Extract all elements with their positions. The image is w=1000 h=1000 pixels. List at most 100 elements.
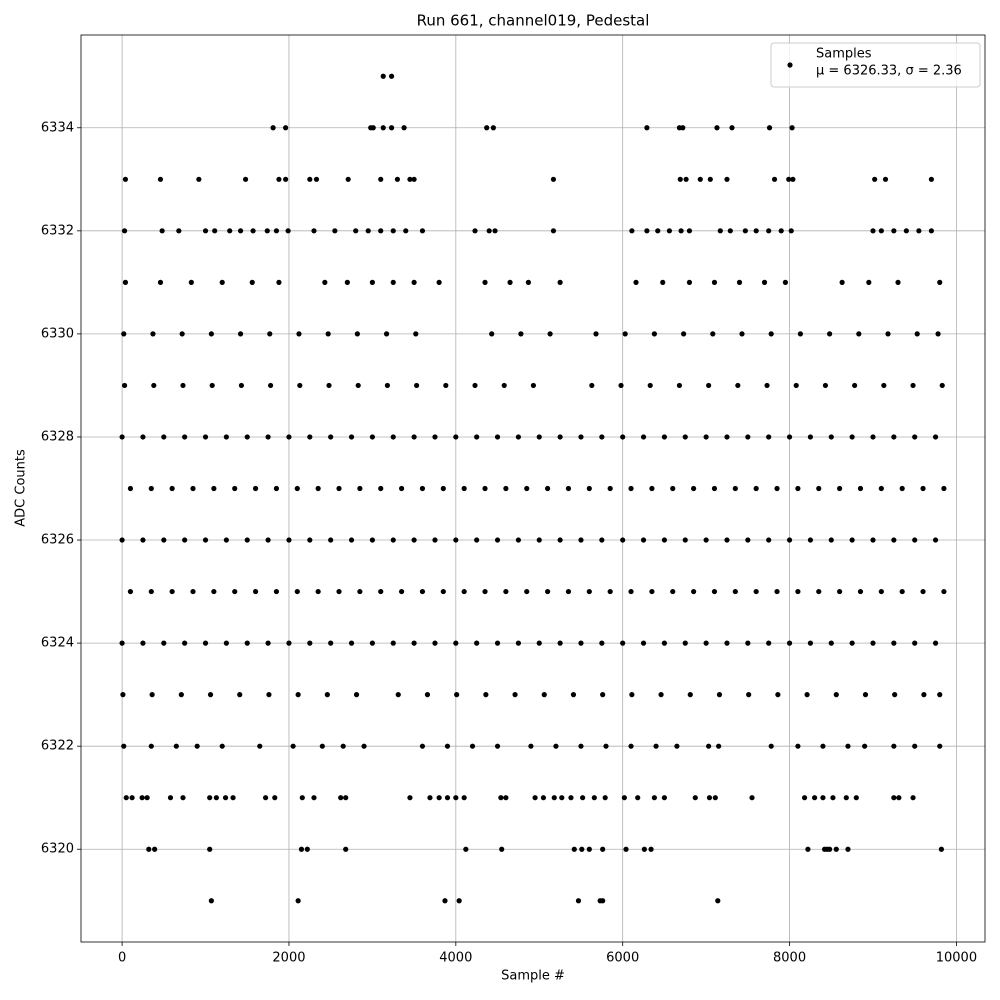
point (515, 434, 521, 440)
point (828, 537, 834, 543)
point (703, 434, 709, 440)
point (916, 228, 922, 234)
point (928, 176, 934, 182)
point (194, 743, 200, 749)
point (276, 176, 282, 182)
point (295, 692, 301, 698)
point (717, 228, 723, 234)
point (357, 485, 363, 492)
point (661, 795, 668, 801)
plot-frame (80, 34, 986, 943)
point (167, 795, 174, 801)
point (536, 537, 542, 543)
point (286, 640, 292, 646)
point (411, 279, 417, 285)
point (599, 640, 605, 646)
point (244, 537, 250, 543)
point (395, 692, 401, 698)
point (745, 537, 751, 543)
point (603, 743, 609, 749)
point (332, 228, 338, 234)
point (454, 692, 460, 698)
point (932, 537, 939, 543)
point (729, 125, 735, 131)
point (249, 279, 255, 285)
point (724, 640, 730, 646)
legend-label: Samples (816, 47, 872, 62)
point (244, 434, 250, 440)
point (599, 537, 605, 543)
point (357, 588, 363, 595)
point (753, 588, 759, 595)
y-tick-label: 6332 (41, 223, 74, 238)
point (640, 537, 647, 543)
point (849, 640, 855, 646)
point (827, 331, 833, 337)
point (390, 279, 396, 285)
point (768, 743, 774, 749)
point (344, 279, 350, 285)
point (227, 228, 233, 234)
point (716, 692, 723, 698)
point (494, 537, 501, 543)
point (474, 434, 480, 440)
point (345, 176, 351, 182)
point (299, 795, 305, 801)
point (148, 743, 154, 749)
point (180, 795, 186, 801)
y-axis-label: ADC Counts (14, 449, 29, 527)
point (703, 537, 709, 543)
point (896, 795, 902, 801)
point (223, 434, 229, 440)
point (207, 692, 214, 698)
point (766, 125, 773, 131)
point (804, 692, 810, 698)
point (820, 795, 826, 801)
point (766, 640, 772, 646)
point (892, 692, 898, 698)
point (827, 846, 833, 852)
point (264, 228, 270, 234)
point (365, 228, 371, 234)
point (182, 434, 188, 440)
point (388, 125, 395, 131)
point (937, 743, 943, 749)
point (789, 125, 795, 131)
point (490, 125, 496, 131)
point (237, 692, 243, 698)
point (482, 279, 488, 285)
point (272, 795, 278, 801)
point (676, 382, 683, 389)
point (837, 588, 843, 595)
point (419, 743, 426, 749)
point (122, 176, 129, 182)
point (444, 743, 451, 749)
point (766, 228, 772, 234)
x-axis-label: Sample # (501, 969, 565, 984)
point (265, 434, 271, 440)
point (161, 537, 167, 543)
x-tick-label: 4000 (439, 951, 472, 966)
point (640, 434, 647, 440)
point (666, 228, 673, 234)
point (856, 331, 862, 337)
y-tick-label: 6334 (41, 120, 74, 135)
point (559, 795, 565, 801)
point (910, 382, 916, 389)
point (436, 795, 442, 801)
point (745, 434, 751, 440)
point (440, 485, 446, 492)
legend-box (770, 42, 981, 88)
point (257, 743, 263, 749)
point (139, 795, 145, 801)
point (336, 588, 342, 595)
point (140, 537, 146, 543)
point (914, 331, 920, 337)
point (620, 537, 626, 543)
point (768, 331, 774, 337)
point (550, 228, 557, 234)
point (411, 537, 417, 543)
point (774, 485, 780, 492)
point (707, 176, 713, 182)
point (807, 537, 814, 543)
